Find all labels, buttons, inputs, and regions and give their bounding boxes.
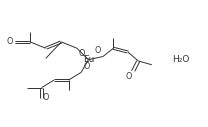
Text: O: O — [125, 72, 131, 81]
Text: Eu: Eu — [83, 55, 94, 64]
Text: O: O — [79, 49, 85, 58]
Text: O: O — [95, 46, 101, 55]
Text: O: O — [84, 62, 90, 71]
Text: O: O — [6, 37, 13, 46]
Text: H₂O: H₂O — [172, 55, 190, 64]
Text: O: O — [43, 93, 49, 102]
